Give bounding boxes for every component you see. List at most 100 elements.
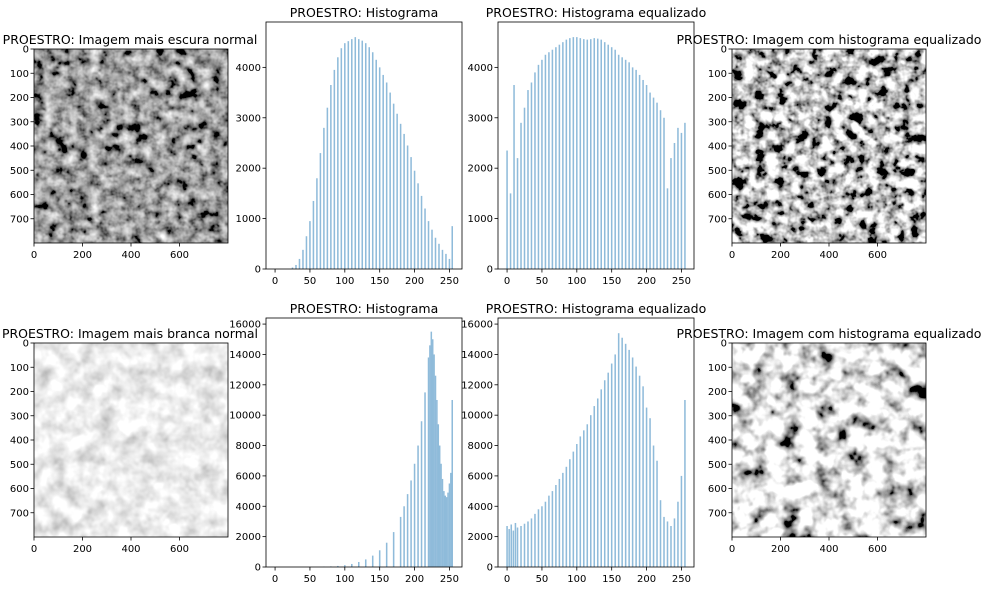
y-tick-label: 100 bbox=[708, 69, 727, 80]
x-tick-label: 150 bbox=[370, 574, 389, 585]
histogram-bar bbox=[586, 39, 589, 270]
histogram-bar bbox=[551, 49, 554, 270]
y-tick-label: 200 bbox=[10, 387, 29, 398]
histogram-bar bbox=[579, 436, 582, 567]
histogram-bar bbox=[510, 524, 513, 567]
histogram-bar bbox=[410, 480, 412, 567]
histogram-bar bbox=[624, 343, 627, 567]
x-tick-label: 400 bbox=[121, 250, 140, 261]
histogram-bar bbox=[628, 349, 630, 567]
y-tick-label: 8000 bbox=[236, 441, 261, 452]
histogram-bar bbox=[430, 331, 433, 567]
histogram-bar bbox=[406, 145, 409, 269]
histogram-bar bbox=[638, 74, 641, 269]
y-tick-label: 16000 bbox=[229, 320, 261, 331]
histogram-bar bbox=[527, 521, 529, 567]
histogram-bar bbox=[645, 407, 648, 567]
histogram-bar bbox=[652, 445, 655, 567]
histogram-bar bbox=[337, 57, 339, 270]
histogram-bar bbox=[420, 421, 423, 567]
x-tick-label: 50 bbox=[304, 276, 317, 287]
histogram-bar bbox=[337, 565, 339, 567]
histogram-bar bbox=[670, 158, 672, 269]
histogram-bar bbox=[358, 39, 360, 269]
y-tick-label: 300 bbox=[10, 411, 29, 422]
histogram-bar bbox=[548, 52, 550, 269]
y-tick-label: 300 bbox=[708, 117, 727, 128]
x-tick-label: 0 bbox=[31, 250, 37, 261]
histogram-bar bbox=[603, 42, 606, 269]
histogram-bar bbox=[413, 170, 416, 269]
histogram-bar bbox=[663, 117, 665, 269]
histogram-bar bbox=[385, 542, 388, 567]
y-tick-label: 10000 bbox=[461, 411, 493, 422]
y-tick-label: 10000 bbox=[229, 411, 261, 422]
histogram-bar bbox=[555, 47, 557, 269]
x-tick-label: 150 bbox=[602, 574, 621, 585]
histogram-bar bbox=[656, 460, 658, 567]
histogram-bar bbox=[603, 380, 606, 567]
histogram-bar bbox=[396, 113, 398, 269]
micrograph-image bbox=[732, 49, 926, 243]
x-tick-label: 200 bbox=[405, 574, 424, 585]
y-tick-label: 500 bbox=[708, 460, 727, 471]
histogram-bar bbox=[410, 157, 412, 269]
x-tick-label: 50 bbox=[304, 574, 317, 585]
panel-title: PROESTRO: Imagem com histograma equaliza… bbox=[677, 32, 982, 47]
x-tick-label: 200 bbox=[73, 250, 92, 261]
histogram-bar bbox=[617, 54, 620, 269]
histogram-bar bbox=[663, 516, 665, 567]
y-tick-label: 600 bbox=[708, 190, 727, 201]
histogram-bar bbox=[399, 516, 402, 567]
panel-title: PROESTRO: Imagem mais branca normal bbox=[2, 326, 258, 341]
y-tick-label: 0 bbox=[23, 45, 29, 56]
y-tick-label: 6000 bbox=[236, 471, 261, 482]
histogram-bar bbox=[417, 445, 419, 567]
histogram-bar bbox=[534, 513, 536, 567]
histogram-bar bbox=[527, 90, 529, 269]
histogram-bar bbox=[600, 39, 602, 270]
y-tick-label: 2000 bbox=[468, 164, 493, 175]
histogram-bar bbox=[506, 150, 508, 269]
histogram-bar bbox=[544, 54, 547, 269]
histogram-bar bbox=[361, 40, 364, 270]
histogram-bar bbox=[593, 38, 596, 269]
histogram-bar bbox=[434, 375, 437, 567]
histogram-bar bbox=[555, 485, 557, 567]
histogram-bar bbox=[590, 415, 592, 567]
histogram-bar bbox=[403, 133, 405, 269]
panel-7: PROESTRO: Histograma equalizado 0 50 100 150… bbox=[461, 301, 706, 585]
histogram-bar bbox=[378, 67, 381, 270]
histogram-bar bbox=[441, 249, 444, 269]
histogram-bar bbox=[444, 495, 447, 567]
histogram-bar bbox=[382, 74, 384, 269]
panel-title: PROESTRO: Histograma bbox=[290, 301, 439, 316]
histogram-bar bbox=[399, 123, 402, 269]
x-tick-label: 600 bbox=[170, 544, 189, 555]
panel-title: PROESTRO: Imagem mais escura normal bbox=[3, 32, 258, 47]
histogram-bar bbox=[333, 69, 336, 269]
y-tick-label: 200 bbox=[708, 93, 727, 104]
y-tick-label: 2000 bbox=[236, 532, 261, 543]
y-tick-label: 600 bbox=[10, 190, 29, 201]
y-tick-label: 0 bbox=[487, 563, 493, 574]
histogram-bar bbox=[579, 38, 582, 269]
histogram-bar bbox=[523, 107, 526, 269]
histogram-bar bbox=[670, 526, 672, 567]
y-tick-label: 500 bbox=[10, 460, 29, 471]
x-tick-label: 150 bbox=[370, 276, 389, 287]
histogram-bar bbox=[417, 183, 419, 269]
histogram-bar bbox=[344, 43, 346, 269]
x-tick-label: 0 bbox=[729, 250, 735, 261]
histogram-bar bbox=[436, 399, 438, 567]
histogram-bar bbox=[364, 43, 367, 269]
histogram-bar bbox=[344, 565, 346, 567]
x-tick-label: 100 bbox=[335, 276, 354, 287]
histogram-bar bbox=[614, 49, 616, 270]
histogram-bar bbox=[673, 142, 676, 269]
histogram-bar bbox=[666, 521, 669, 567]
micrograph-image bbox=[34, 49, 228, 243]
x-tick-label: 150 bbox=[602, 276, 621, 287]
